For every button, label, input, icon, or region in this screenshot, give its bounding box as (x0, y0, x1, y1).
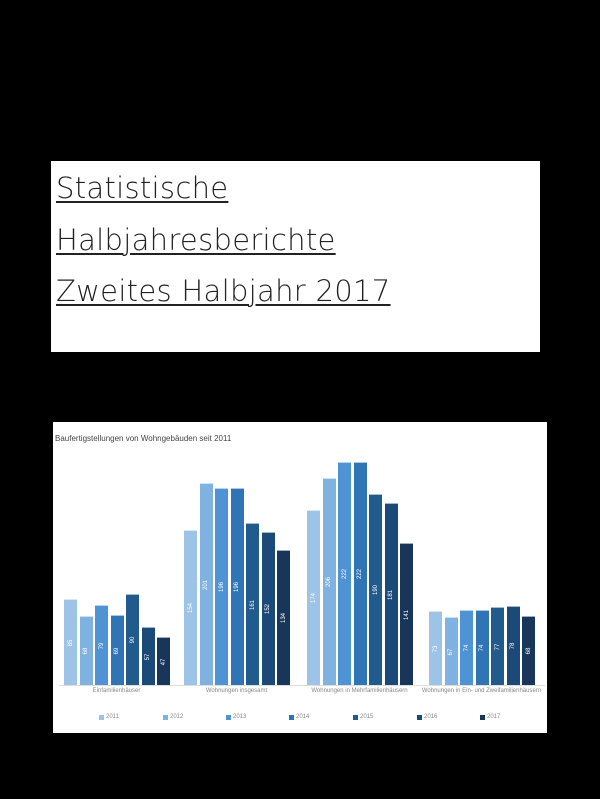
bar[interactable]: 57 (141, 627, 155, 685)
legend-label: 2016 (424, 714, 438, 720)
category-label: Einfamilienhäuser (92, 688, 141, 694)
bar[interactable]: 90 (126, 594, 139, 685)
bar-value-label: 196 (234, 581, 240, 593)
bar[interactable]: 141 (400, 543, 413, 685)
legend-label: 2014 (296, 714, 310, 720)
bar-value-label: 74 (463, 644, 470, 652)
bar-value-label: 57 (145, 653, 151, 660)
bar-value-label: 181 (388, 589, 394, 600)
bar[interactable]: 152 (261, 532, 275, 685)
category-label: Wohnungen insgesamt (205, 688, 268, 694)
title-line-2[interactable]: Halbjahresberichte (56, 223, 336, 257)
bar-value-label: 201 (203, 579, 209, 590)
bar[interactable]: 78 (506, 606, 520, 685)
bar-value-label: 68 (525, 647, 532, 655)
bar-value-label: 206 (326, 576, 332, 588)
title-line-3[interactable]: Zweites Halbjahr 2017 (56, 274, 391, 308)
bar-chart-plot: 85 68 79 69 90 57 47 Einfamilienhäuser 154 201 196… (53, 422, 547, 733)
bar[interactable]: 222 (338, 462, 351, 685)
report-title-card: Statistische Halbjahresberichte Zweites … (51, 161, 540, 352)
x-axis-line (59, 685, 545, 686)
legend-item[interactable]: 2011 (99, 714, 119, 720)
bar-value-label: 47 (160, 658, 167, 665)
title-line-1[interactable]: Statistische (56, 171, 229, 205)
legend-swatch (417, 714, 422, 720)
legend-label: 2015 (360, 714, 374, 720)
bar[interactable]: 74 (475, 610, 489, 685)
bar[interactable]: 181 (384, 503, 398, 685)
category-label: Wohnungen in Ein- und Zweifamilienhäuser… (421, 688, 542, 694)
bar-value-label: 196 (218, 581, 225, 593)
bar[interactable]: 222 (353, 462, 367, 685)
bar[interactable]: 174 (307, 510, 320, 685)
bar-value-label: 190 (372, 584, 379, 596)
bar[interactable]: 68 (522, 616, 535, 685)
bar[interactable]: 196 (215, 488, 228, 685)
bar-value-label: 78 (510, 642, 516, 650)
legend-swatch (480, 714, 485, 720)
bar[interactable]: 68 (79, 616, 93, 685)
bar[interactable]: 67 (444, 617, 458, 685)
bar-value-label: 154 (187, 602, 194, 614)
legend-label: 2017 (487, 714, 501, 720)
bar-value-label: 77 (494, 643, 501, 650)
bar[interactable]: 154 (184, 530, 197, 685)
bar-value-label: 85 (67, 639, 74, 646)
legend-item[interactable]: 2014 (289, 714, 309, 720)
legend-item[interactable]: 2016 (417, 714, 437, 720)
bar-value-label: 68 (83, 647, 89, 655)
legend-label: 2013 (233, 714, 247, 720)
legend-swatch (289, 714, 294, 720)
bar[interactable]: 73 (429, 611, 442, 685)
legend-item[interactable]: 2012 (163, 714, 183, 720)
bar[interactable]: 206 (322, 478, 336, 685)
legend-item[interactable]: 2015 (353, 714, 373, 720)
legend-swatch (99, 714, 104, 720)
bar-value-label: 141 (403, 609, 410, 620)
bar-value-label: 74 (479, 644, 485, 652)
category-label: Wohnungen in Mehrfamilienhäusern (311, 688, 408, 694)
chart-panel: Baufertigstellungen von Wohngebäuden sei… (53, 422, 547, 733)
bar[interactable]: 79 (95, 605, 108, 685)
legend-swatch (226, 714, 231, 720)
legend-swatch (163, 714, 168, 720)
bar-value-label: 161 (249, 599, 256, 610)
bar[interactable]: 77 (491, 607, 504, 685)
bar-value-label: 69 (114, 647, 120, 654)
bar-value-label: 90 (129, 636, 136, 644)
bar[interactable]: 69 (110, 615, 124, 685)
bar-value-label: 174 (310, 592, 317, 604)
legend-label: 2012 (170, 714, 184, 720)
bar[interactable]: 196 (230, 488, 244, 685)
bar-value-label: 222 (357, 568, 363, 580)
bar[interactable]: 161 (246, 523, 259, 685)
bar[interactable]: 201 (199, 483, 213, 685)
bar-value-label: 134 (280, 612, 287, 624)
bar-value-label: 79 (98, 642, 105, 649)
bar[interactable]: 47 (157, 637, 170, 685)
legend-swatch (353, 714, 358, 720)
bar[interactable]: 190 (369, 494, 382, 685)
legend-label: 2011 (106, 714, 119, 720)
legend-item[interactable]: 2013 (226, 714, 246, 720)
bar-value-label: 73 (432, 645, 439, 652)
bar-value-label: 67 (448, 648, 454, 655)
bar-value-label: 222 (341, 568, 348, 580)
bar-value-label: 152 (265, 603, 271, 615)
bar[interactable]: 85 (64, 599, 77, 685)
bar[interactable]: 134 (277, 550, 290, 685)
bar[interactable]: 74 (460, 610, 473, 685)
chart-title: Baufertigstellungen von Wohngebäuden sei… (55, 434, 232, 443)
legend-item[interactable]: 2017 (480, 714, 500, 720)
